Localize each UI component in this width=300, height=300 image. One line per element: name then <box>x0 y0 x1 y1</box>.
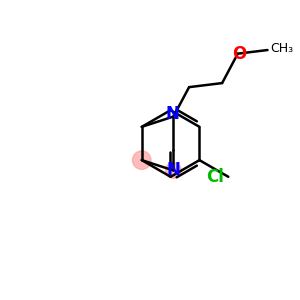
Text: CH₃: CH₃ <box>270 42 293 55</box>
Text: Cl: Cl <box>206 168 224 186</box>
Circle shape <box>133 151 151 170</box>
Text: N: N <box>165 105 179 123</box>
Circle shape <box>166 163 181 178</box>
Text: N: N <box>167 161 180 179</box>
Text: O: O <box>232 45 246 63</box>
